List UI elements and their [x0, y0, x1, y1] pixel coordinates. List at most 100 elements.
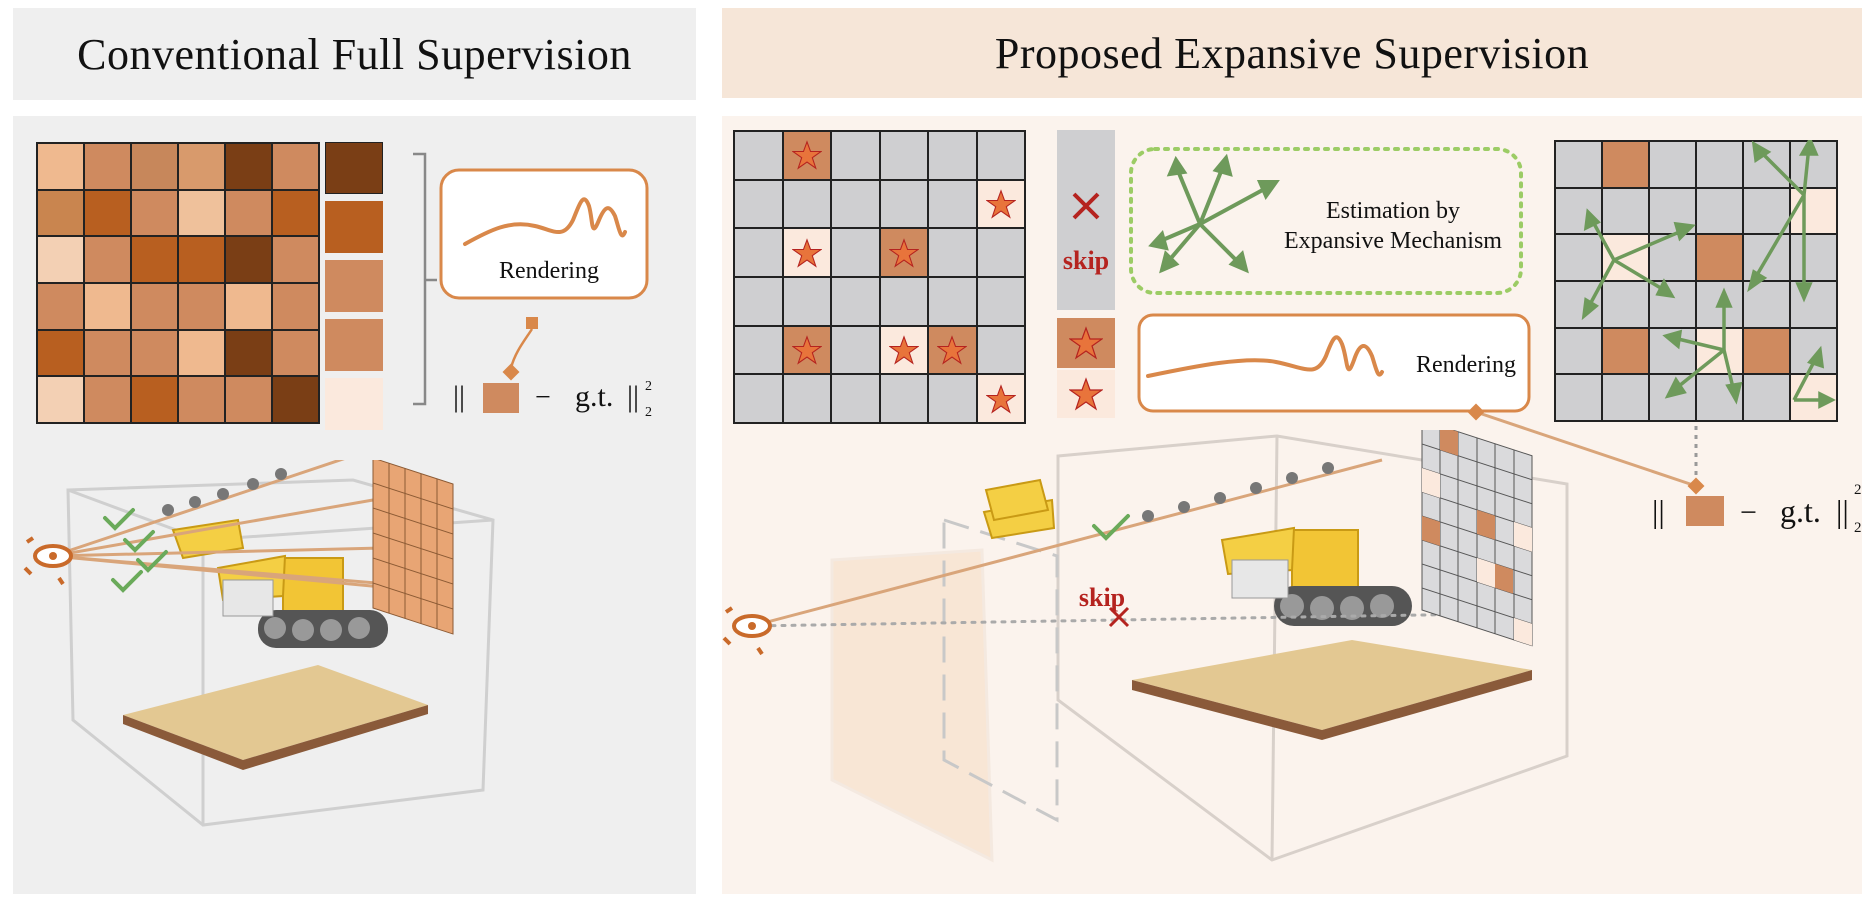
right-rendering-box: Rendering: [1137, 313, 1531, 413]
star-icon: [1069, 377, 1103, 411]
grid-cell: [84, 329, 131, 377]
camera-rays: [750, 458, 1484, 628]
check-icons: [103, 508, 168, 593]
grid-cell: [272, 329, 319, 377]
grid-cell: [84, 283, 131, 330]
grid-cell: [879, 277, 928, 326]
check-icon: [1092, 514, 1130, 541]
loss-sub: 2: [1854, 520, 1862, 536]
sampled-cell: [976, 374, 1025, 423]
star-icon: [1069, 326, 1103, 360]
estimation-arrows: [1581, 140, 1836, 409]
rendering-label: Rendering: [499, 258, 599, 284]
ray-color-swatch: [325, 260, 383, 312]
grid-cell: [225, 236, 272, 283]
grid-cell: [782, 277, 831, 326]
loss-minus: −: [1740, 496, 1757, 529]
grid-cell: [131, 189, 178, 237]
grid-cell: [272, 143, 319, 190]
grid-cell: [178, 329, 225, 377]
grid-cell: [928, 277, 977, 326]
loss-sub: 2: [645, 405, 652, 420]
grid-cell: [879, 131, 928, 180]
grid-cell: [1790, 234, 1837, 281]
loss-pixel: [1686, 496, 1724, 526]
grid-cell: [178, 143, 225, 190]
loss-sup: 2: [1854, 482, 1862, 498]
grid-cell: [976, 277, 1025, 326]
grid-cell: [782, 374, 831, 423]
loss-open: ||: [1652, 493, 1665, 529]
camera-eye-icon: [722, 606, 772, 656]
ray-color-swatch: [325, 142, 383, 194]
left-3d-scene: [23, 460, 495, 827]
rendering-curve-icon: [1146, 335, 1384, 378]
rendering-label: Rendering: [1416, 352, 1516, 378]
grid-cell: [734, 131, 783, 180]
grid-cell: [1602, 281, 1649, 328]
sampled-cell: [782, 131, 831, 180]
loss-sup: 2: [645, 379, 652, 394]
grid-cell: [1602, 234, 1649, 281]
sampled-cell: [928, 325, 977, 375]
bulldozer-icon: [982, 478, 1412, 626]
cross-icon: [1072, 192, 1100, 220]
grid-cell: [178, 189, 225, 237]
loss-close: ||: [627, 380, 639, 413]
grid-cell: [1649, 374, 1696, 421]
full-supervision-grid: [36, 142, 320, 424]
sample-points: [162, 468, 287, 516]
connector-diamond: [1467, 403, 1485, 421]
grid-cell: [84, 143, 131, 190]
loss-open: ||: [453, 380, 465, 413]
grid-cell: [1649, 141, 1696, 188]
estimation-box: Estimation by Expansive Mechanism: [1129, 147, 1523, 295]
grid-cell: [1602, 327, 1649, 375]
left-header-bg: [13, 8, 696, 100]
right-3d-scene: skip: [722, 430, 1569, 863]
ground-plate: [1132, 640, 1532, 730]
loss-pixel: [483, 383, 519, 413]
grid-cell: [131, 143, 178, 190]
right-loss-and-connectors: || − g.t. || 2 2: [1467, 403, 1862, 536]
grid-cell: [782, 179, 831, 229]
grid-cell: [178, 236, 225, 283]
right-header-bg: [722, 8, 1862, 98]
grid-cell: [37, 189, 84, 237]
grid-cell: [734, 228, 783, 277]
ray-color-swatch: [325, 319, 383, 371]
image-plane: [372, 460, 454, 635]
expansive-arrows-icon: [1148, 153, 1280, 274]
grid-cell: [879, 179, 928, 229]
grid-cell: [225, 376, 272, 423]
grid-cell: [1696, 187, 1743, 235]
grid-cell: [272, 236, 319, 283]
grid-cell: [1555, 374, 1602, 421]
grid-cell: [272, 376, 319, 423]
camera-rays: [52, 460, 394, 590]
grid-cell: [1555, 141, 1602, 188]
brace: [413, 152, 437, 406]
grid-cell: [37, 283, 84, 330]
grid-cell: [1696, 141, 1743, 188]
grid-cell: [1555, 327, 1602, 375]
grid-cell: [37, 143, 84, 190]
grid-cell: [831, 325, 880, 375]
grid-cell: [1602, 141, 1649, 188]
grid-cell: [272, 283, 319, 330]
grid-cell: [831, 131, 880, 180]
grid-cell: [131, 283, 178, 330]
estimation-line1: Estimation by: [1326, 198, 1460, 224]
grid-cell: [84, 189, 131, 237]
grid-cell: [131, 329, 178, 377]
grid-cell: [225, 283, 272, 330]
left-rendering-diagram: Rendering || − g.t. || 2 2: [413, 152, 652, 420]
grid-cell: [1555, 234, 1602, 281]
bulldozer-icon: [171, 518, 388, 648]
right-title: Proposed Expansive Supervision: [994, 28, 1590, 78]
sparse-image-plane: [1421, 430, 1533, 647]
grid-cell: [1743, 327, 1790, 375]
ray-color-swatch: [325, 378, 383, 430]
grid-cell: [831, 277, 880, 326]
grid-cell: [84, 236, 131, 283]
